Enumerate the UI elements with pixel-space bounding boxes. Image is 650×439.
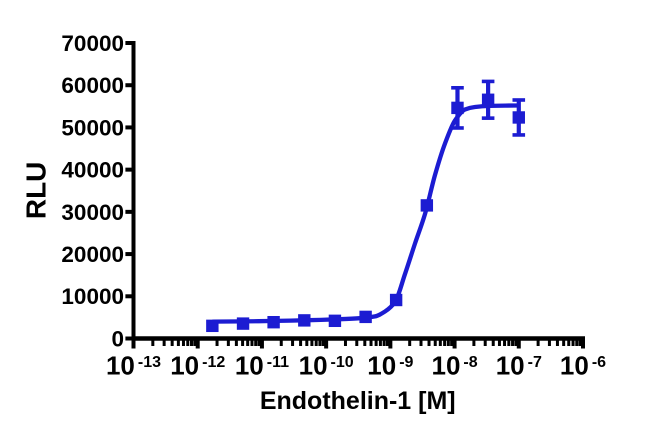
data-point-marker [328,314,342,328]
data-point-marker [359,310,372,324]
y-tick-label: 10000 [61,284,124,309]
y-tick-label: 0 [111,326,124,351]
x-tick-label: 10 -9 [367,351,413,381]
y-axis-ticks [125,41,136,341]
x-tick-label: 10 -13 [106,351,161,381]
data-point-marker [389,293,403,307]
data-point-marker [512,111,525,124]
data-point-marker [420,199,434,212]
data-markers [206,93,525,333]
axes [131,41,585,341]
fit-curve-path [212,103,519,324]
y-axis-tick-labels: 0 10000 20000 30000 40000 50000 60000 70000 [61,31,124,351]
y-tick-label: 70000 [61,31,124,56]
y-axis-title: RLU [21,162,52,220]
y-tick-label: 20000 [61,242,124,267]
fit-curve [212,103,519,324]
data-point-marker [481,93,495,106]
x-tick-label: 10 -12 [170,351,225,381]
x-tick-label: 10 -7 [496,351,542,381]
data-point-marker [267,316,280,329]
data-point-marker [451,101,464,115]
x-axis-ticks [131,338,585,349]
x-tick-label: 10 -10 [299,351,354,381]
y-tick-label: 50000 [61,115,124,140]
y-tick-label: 60000 [61,73,124,98]
data-point-marker [298,314,311,327]
y-tick-label: 30000 [61,200,124,225]
x-tick-label: 10 -8 [431,351,477,381]
data-point-marker [236,317,250,330]
x-axis-title: Endothelin-1 [M] [260,387,456,415]
x-tick-label: 10 -11 [235,351,289,381]
data-point-marker [206,319,219,333]
y-tick-label: 40000 [61,158,124,183]
x-axis-tick-labels: 10 -13 10 -12 10 -11 10 -10 10 -9 10 -8 10 -7 10 -6 [106,351,606,381]
x-tick-label: 10 -6 [560,351,606,381]
